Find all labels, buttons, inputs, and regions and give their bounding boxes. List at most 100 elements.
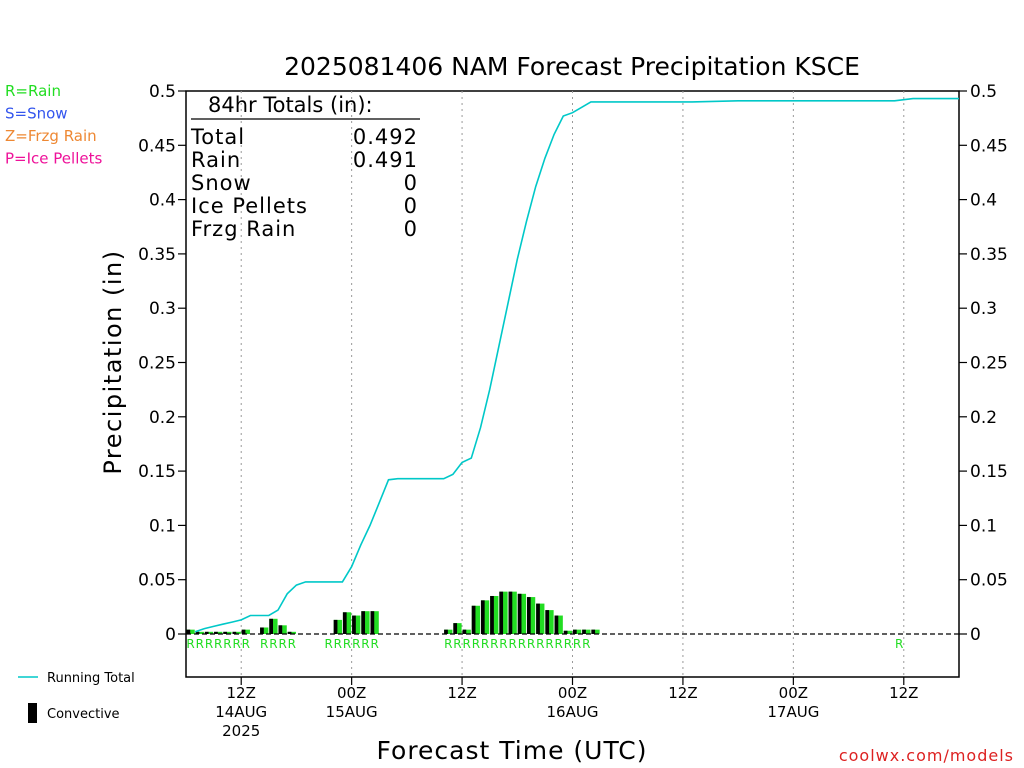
rain-marker: R — [232, 637, 240, 651]
x-tick-label: 12Z — [447, 684, 476, 702]
convective-bar — [333, 619, 338, 634]
x-tick-label: 17AUG — [767, 703, 819, 721]
rain-marker: R — [463, 637, 471, 651]
convective-bar — [352, 615, 356, 634]
precip-bar — [453, 623, 462, 634]
convective-bar — [269, 618, 274, 634]
rain-marker: R — [242, 637, 250, 651]
precip-type-legend: R=Rain S=Snow Z=Frzg Rain P=Ice Pellets — [5, 82, 102, 168]
y-tick-label-right: 0.3 — [970, 299, 997, 319]
rain-marker: R — [278, 637, 286, 651]
y-tick-label-left: 0.3 — [149, 299, 176, 319]
convective-bar — [342, 612, 347, 634]
x-tick-label: 00Z — [337, 684, 366, 702]
rain-marker: R — [499, 637, 507, 651]
rain-marker: R — [186, 637, 194, 651]
rain-marker: R — [481, 637, 489, 651]
y-tick-label-right: 0.15 — [970, 462, 1008, 482]
rain-marker: R — [361, 637, 369, 651]
x-tick-label: 2025 — [222, 722, 260, 740]
x-tick-label: 12Z — [668, 684, 697, 702]
totals-rows: Total 0.492 Rain 0.491 Snow 0 Ice Pellets 0 Frzg… — [190, 125, 418, 241]
convective-bar — [278, 625, 283, 634]
convective-swatch — [28, 703, 37, 723]
y-tick-label-right: 0.5 — [970, 82, 997, 102]
precip-bar — [499, 591, 508, 634]
y-tick-label-right: 0 — [970, 625, 981, 645]
y-tick-label-left: 0 — [165, 625, 176, 645]
rain-marker: R — [352, 637, 360, 651]
precip-bar — [269, 618, 278, 634]
precip-bar — [186, 629, 195, 634]
precip-bar — [480, 600, 490, 634]
y-tick-label-right: 0.45 — [970, 136, 1008, 156]
rain-marker: R — [545, 637, 553, 651]
totals-row-label: Ice Pellets — [191, 194, 308, 218]
convective-bar — [241, 629, 246, 634]
rain-marker: R — [334, 637, 342, 651]
convective-legend-label: Convective — [47, 707, 120, 722]
y-ticks: 0 00.05 0.050.1 0.10.15 0.150.2 0.20.25 0.250.… — [138, 82, 1008, 645]
y-tick-label-right: 0.25 — [970, 354, 1008, 374]
precip-bar — [517, 593, 527, 634]
y-tick-label-right: 0.4 — [970, 191, 997, 211]
rain-marker: R — [288, 637, 296, 651]
precip-type-legend-item: P=Ice Pellets — [5, 150, 102, 168]
precip-bar — [342, 612, 352, 634]
convective-bar — [536, 603, 540, 634]
grid-layer — [240, 91, 905, 677]
bottom-legend: Running Total Convective — [18, 671, 135, 723]
convective-bar — [260, 627, 264, 634]
y-tick-label-left: 0.1 — [149, 516, 176, 536]
convective-bar — [370, 611, 375, 634]
precip-bar — [370, 611, 379, 634]
precip-bar — [462, 629, 471, 634]
running-total-legend-label: Running Total — [47, 671, 135, 686]
convective-bar — [572, 629, 577, 634]
convective-bar — [462, 629, 467, 634]
y-tick-label-right: 0.1 — [970, 516, 997, 536]
precip-bar — [536, 603, 545, 634]
convective-bar — [204, 631, 209, 634]
precip-bar — [241, 629, 250, 634]
rain-marker: R — [196, 637, 204, 651]
precip-bar — [490, 595, 499, 634]
rain-marker: R — [895, 637, 903, 651]
convective-bar — [517, 593, 522, 634]
y-tick-label-left: 0.45 — [138, 136, 176, 156]
rain-marker: R — [509, 637, 517, 651]
totals-row-value: 0 — [404, 194, 418, 218]
rain-marker: R — [582, 637, 590, 651]
rain-marker: R — [536, 637, 544, 651]
rain-marker: R — [324, 637, 332, 651]
rain-marker: R — [555, 637, 563, 651]
rain-marker: R — [205, 637, 213, 651]
rain-marker: R — [223, 637, 231, 651]
x-axis-label: Forecast Time (UTC) — [377, 736, 648, 765]
convective-bar — [591, 629, 596, 634]
x-tick-label: 12Z — [889, 684, 918, 702]
convective-bar — [444, 629, 448, 634]
totals-row-label: Total — [190, 125, 245, 149]
convective-bar — [223, 631, 227, 634]
y-tick-label-right: 0.05 — [970, 571, 1008, 591]
totals-row-value: 0.491 — [353, 148, 418, 172]
x-tick-label: 00Z — [779, 684, 808, 702]
convective-bar — [232, 631, 237, 634]
convective-bar — [582, 629, 586, 634]
totals-header: 84hr Totals (in): — [208, 93, 373, 117]
totals-row-label: Frzg Rain — [191, 217, 296, 241]
rain-marker: R — [260, 637, 268, 651]
x-tick-label: 00Z — [558, 684, 587, 702]
y-tick-label-left: 0.35 — [138, 245, 176, 265]
precip-bar — [361, 611, 370, 634]
rain-marker: R — [444, 637, 452, 651]
chart-title: 2025081406 NAM Forecast Precipitation KS… — [284, 52, 860, 81]
convective-bar — [508, 591, 513, 634]
x-tick-label: 16AUG — [547, 703, 599, 721]
totals-row-value: 0 — [404, 217, 418, 241]
convective-bar — [545, 610, 550, 634]
rain-marker: R — [453, 637, 461, 651]
